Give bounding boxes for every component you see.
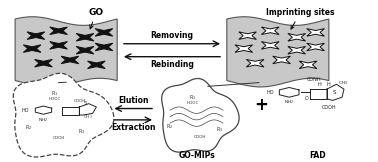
Text: Rebinding: Rebinding [150,60,194,69]
Text: +: + [254,96,268,114]
Text: $\mathrm{R_3}$: $\mathrm{R_3}$ [215,125,223,134]
Polygon shape [162,79,239,152]
Text: $\mathrm{R_2}$: $\mathrm{R_2}$ [25,124,32,133]
Polygon shape [262,42,279,49]
Text: Imprinting sites: Imprinting sites [266,8,335,29]
Polygon shape [288,46,305,54]
Text: COOH: COOH [74,99,86,103]
Polygon shape [239,32,256,39]
Text: GO-MIPs: GO-MIPs [178,151,215,160]
Polygon shape [15,17,117,87]
Text: COOH: COOH [53,136,65,140]
Text: Elution: Elution [118,96,149,105]
Polygon shape [235,45,253,52]
Text: CONH: CONH [307,77,321,82]
Text: H: H [327,82,331,87]
Text: Removing: Removing [150,31,194,40]
Text: HO: HO [266,90,274,95]
Text: FAD: FAD [309,151,326,160]
Text: $\mathrm{NH_2}$: $\mathrm{NH_2}$ [284,99,294,106]
Polygon shape [50,42,67,49]
Text: H: H [318,82,321,87]
Polygon shape [95,43,113,51]
Text: $\mathrm{CH_3}$: $\mathrm{CH_3}$ [83,113,93,121]
Polygon shape [27,32,45,39]
Text: Extraction: Extraction [111,123,155,132]
Polygon shape [288,34,305,41]
Polygon shape [246,59,264,67]
Text: S: S [83,101,87,106]
Text: $\mathrm{R_3}$: $\mathrm{R_3}$ [77,127,85,136]
Text: GO: GO [89,8,104,29]
Polygon shape [13,73,114,157]
Text: HOOC: HOOC [187,101,199,105]
Text: $\mathrm{R_2}$: $\mathrm{R_2}$ [166,122,174,131]
Text: COOH: COOH [194,135,206,139]
Polygon shape [273,56,290,64]
Polygon shape [76,46,94,54]
Text: HOOC: HOOC [49,97,61,101]
Text: $\mathrm{NH_2}$: $\mathrm{NH_2}$ [38,117,49,124]
Polygon shape [299,61,317,69]
Text: $\mathrm{R_1}$: $\mathrm{R_1}$ [189,93,197,102]
Text: S: S [333,90,336,95]
Text: HO: HO [22,108,29,113]
Text: $\mathrm{R_1}$: $\mathrm{R_1}$ [51,90,59,98]
Polygon shape [23,45,41,52]
Polygon shape [76,34,94,41]
Text: $\mathrm{CH_3}$: $\mathrm{CH_3}$ [338,79,349,87]
Polygon shape [61,56,79,64]
Polygon shape [227,17,329,87]
Polygon shape [95,29,113,36]
Polygon shape [50,27,67,35]
Polygon shape [35,59,52,67]
Polygon shape [307,29,324,36]
Polygon shape [262,27,279,35]
Text: COOH: COOH [322,104,336,110]
Polygon shape [88,61,105,69]
Text: O: O [304,96,308,101]
Polygon shape [307,43,324,51]
